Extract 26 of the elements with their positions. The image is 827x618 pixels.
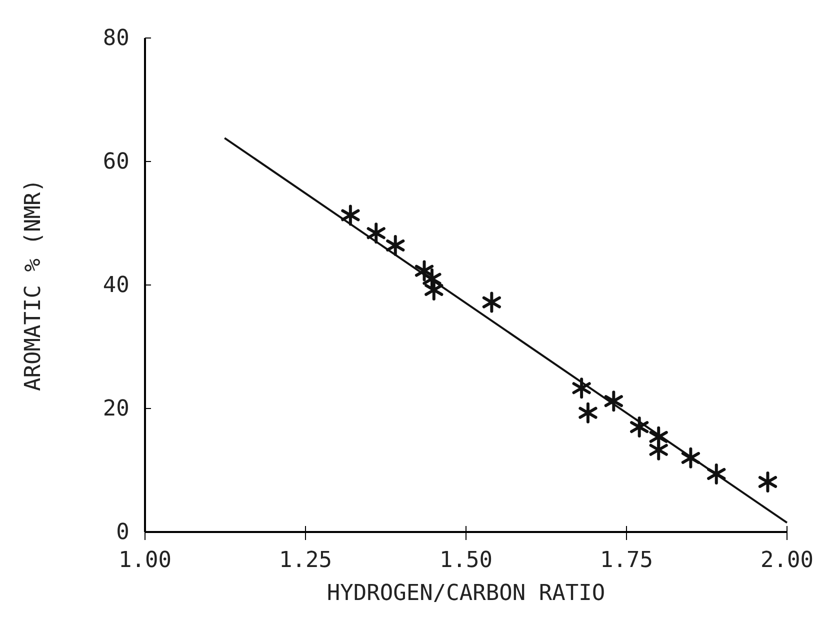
point: [758, 471, 778, 492]
point: [572, 378, 591, 399]
point: [649, 439, 668, 460]
x-tick-label: 1.75: [600, 548, 653, 574]
point: [366, 222, 386, 244]
x-tick-label: 1.50: [440, 548, 492, 574]
point: [341, 204, 360, 226]
point: [707, 463, 726, 484]
y-tick-label: 40: [102, 273, 130, 298]
y-tick-label: 60: [102, 150, 130, 175]
point: [630, 416, 649, 438]
point: [482, 292, 501, 313]
point: [414, 260, 434, 282]
y-tick-label: 0: [116, 520, 130, 546]
x-tick-label: 1.25: [279, 548, 332, 574]
y-tick-label: 80: [102, 26, 130, 52]
point: [681, 447, 700, 468]
x-axis-title: HYDROGEN/CARBON RATIO: [326, 581, 606, 606]
y-axis-title: AROMATIC % (NMR): [21, 179, 46, 391]
point: [422, 268, 442, 290]
y-tick-label: 20: [102, 396, 130, 422]
point: [578, 402, 598, 424]
point: [604, 390, 623, 412]
x-tick-label: 2.00: [760, 548, 814, 574]
x-tick-label: 1.00: [118, 548, 172, 574]
point: [386, 234, 405, 256]
